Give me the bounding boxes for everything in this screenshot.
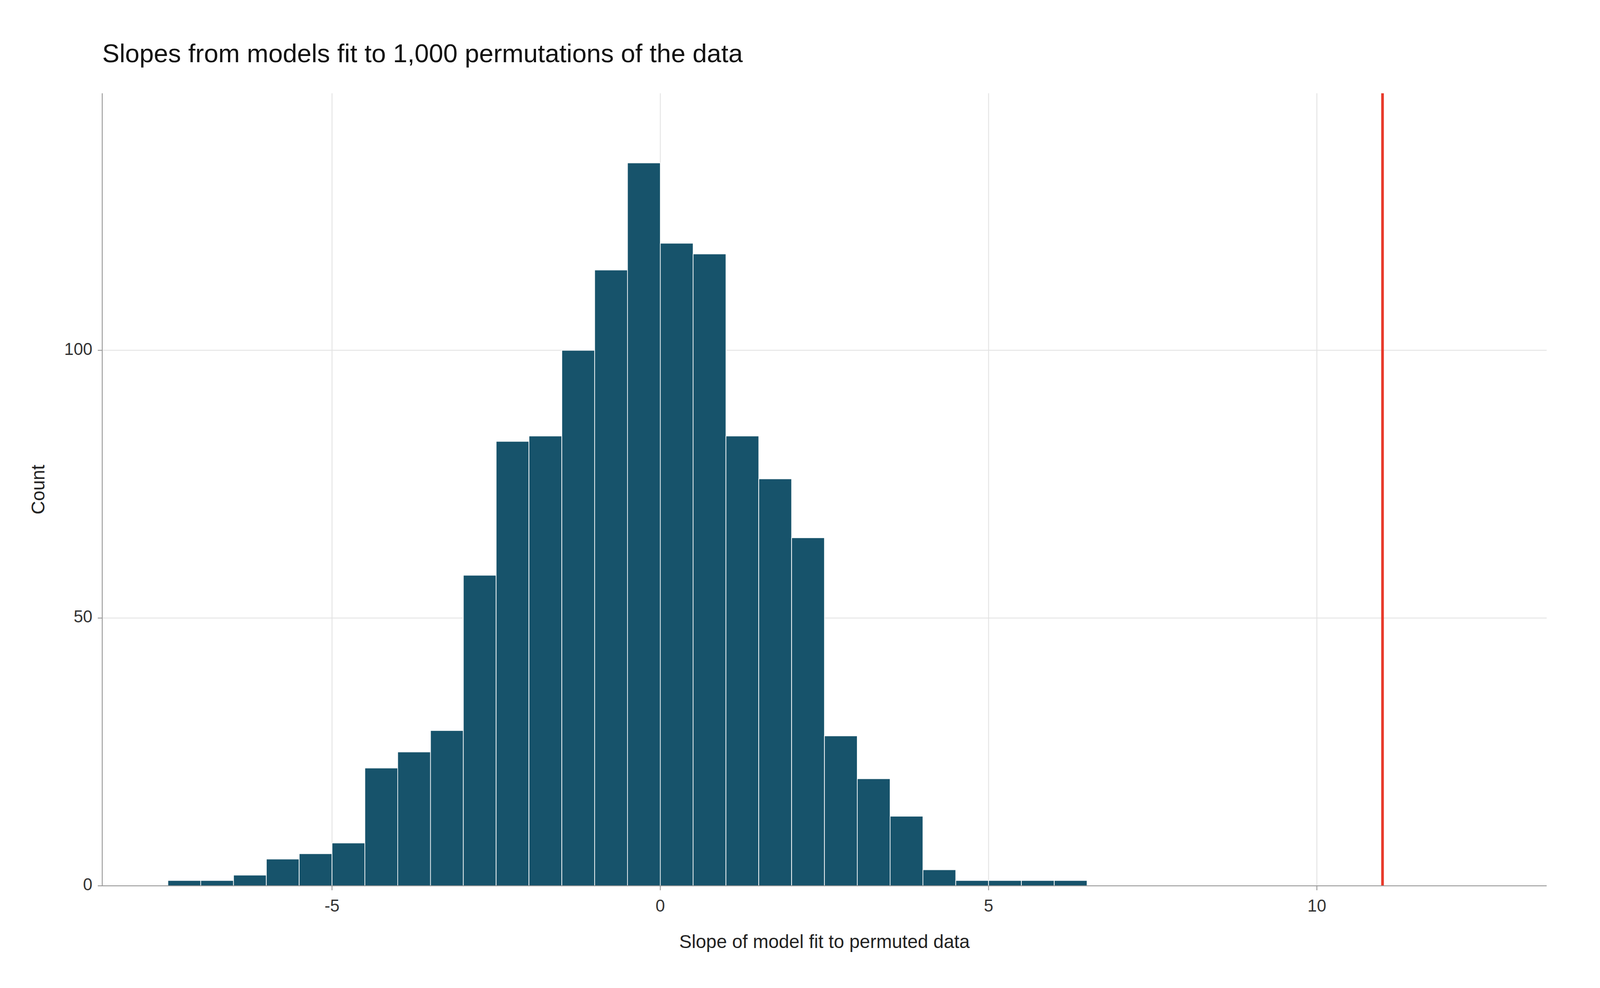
histogram-bar — [758, 479, 792, 887]
histogram-bar — [332, 843, 365, 887]
x-tick-label: 5 — [984, 896, 994, 916]
histogram-bar — [233, 875, 267, 887]
histogram-bar — [988, 880, 1022, 887]
y-grid-line — [102, 350, 1547, 352]
y-grid-line — [102, 885, 1547, 887]
histogram-bar — [430, 730, 464, 887]
histogram-bar — [397, 752, 431, 887]
histogram-bar — [660, 243, 694, 887]
x-tick — [988, 886, 989, 891]
reference-line — [1381, 93, 1384, 887]
y-tick-label: 0 — [83, 875, 93, 895]
histogram-bar — [528, 436, 562, 887]
histogram-bar — [463, 575, 497, 887]
y-tick — [97, 617, 103, 619]
histogram-bar — [200, 880, 234, 887]
axes: -50510050100 — [64, 93, 1547, 916]
histogram-bar — [1021, 880, 1055, 887]
histogram-bar — [299, 854, 332, 887]
x-tick-label: 0 — [655, 896, 665, 916]
histogram-bar — [890, 816, 924, 887]
x-grid-line — [331, 93, 333, 887]
histogram-bar — [364, 768, 398, 887]
histogram-bar — [627, 163, 661, 887]
x-tick — [331, 886, 333, 891]
histogram-bar — [923, 870, 956, 887]
x-grid-line — [1316, 93, 1318, 887]
histogram-bar — [594, 270, 628, 887]
histogram-bar — [693, 254, 727, 887]
y-tick — [97, 885, 103, 887]
histogram-bar — [496, 441, 529, 887]
histogram-bar — [725, 436, 759, 887]
y-tick-label: 100 — [64, 340, 93, 359]
y-axis-line — [101, 93, 103, 887]
x-grid-line — [988, 93, 989, 887]
histogram-bar — [955, 880, 989, 887]
plot-area — [168, 93, 1383, 887]
histogram-bar — [791, 537, 825, 887]
x-axis-title: Slope of model fit to permuted data — [679, 931, 970, 953]
x-tick — [1316, 886, 1318, 891]
histogram-bar — [857, 779, 891, 887]
histogram-bar — [561, 350, 595, 887]
x-axis-line — [102, 885, 1547, 887]
grid — [102, 93, 1547, 887]
y-axis-title: Count — [27, 464, 49, 515]
histogram-bar — [266, 859, 300, 887]
y-tick-label: 50 — [73, 607, 93, 627]
histogram-bar — [168, 880, 201, 887]
chart-title: Slopes from models fit to 1,000 permutat… — [102, 38, 744, 68]
histogram-bar — [824, 736, 858, 887]
x-tick-label: 10 — [1307, 896, 1327, 916]
x-tick — [660, 886, 661, 891]
x-tick-label: -5 — [324, 896, 340, 916]
histogram-bar — [1054, 880, 1088, 887]
chart: -50510050100Slope of model fit to permut… — [0, 0, 1600, 988]
y-tick — [97, 350, 103, 352]
